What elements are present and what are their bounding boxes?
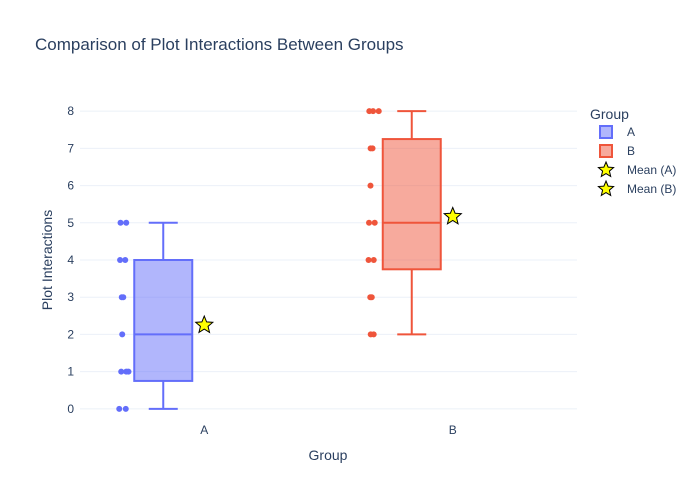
y-tick-label: 3 xyxy=(67,290,74,304)
legend-swatch xyxy=(599,125,613,139)
y-tick-label: 6 xyxy=(67,179,74,193)
y-tick-label: 2 xyxy=(67,327,74,341)
legend-item-B[interactable]: B xyxy=(599,144,635,158)
data-point xyxy=(117,219,124,226)
chart-title: Comparison of Plot Interactions Between … xyxy=(35,35,404,54)
data-point xyxy=(117,257,124,263)
data-point xyxy=(367,182,374,189)
box-series-A xyxy=(116,219,194,412)
data-point xyxy=(120,294,127,301)
y-axis-title: Plot Interactions xyxy=(39,210,55,310)
y-tick-label: 7 xyxy=(67,141,74,155)
data-point xyxy=(369,145,376,152)
data-point xyxy=(365,257,372,263)
mean-marker-star xyxy=(442,206,463,225)
mean-markers xyxy=(194,206,463,334)
data-point xyxy=(368,294,375,301)
legend-star-icon xyxy=(597,160,615,178)
y-tick-label: 5 xyxy=(67,216,74,230)
data-point xyxy=(370,331,377,338)
y-tick-label: 0 xyxy=(67,402,74,416)
y-tick-label: 4 xyxy=(67,253,74,267)
data-point xyxy=(375,108,382,115)
x-tick-label: B xyxy=(449,423,457,437)
legend-title: Group xyxy=(590,106,629,122)
data-point xyxy=(123,219,130,226)
legend-swatch xyxy=(599,144,613,158)
legend-item-mean[interactable]: Mean (B) xyxy=(597,179,676,197)
iqr-box xyxy=(381,138,442,271)
box-series-B xyxy=(365,108,442,338)
data-point xyxy=(122,257,129,263)
legend-label: A xyxy=(627,125,635,139)
legend-label: B xyxy=(627,144,635,158)
y-tick-label: 8 xyxy=(67,104,74,118)
iqr-box xyxy=(133,259,194,382)
data-point xyxy=(125,368,132,375)
legend-star-icon xyxy=(597,179,615,197)
legend-item-mean[interactable]: Mean (A) xyxy=(597,160,676,178)
x-axis-title: Group xyxy=(309,447,348,463)
x-tick-label: A xyxy=(200,423,208,437)
data-point xyxy=(371,219,378,226)
legend: Group AB Mean (A) Mean (B) xyxy=(590,106,676,197)
y-tick-label: 1 xyxy=(67,365,74,379)
data-point xyxy=(370,257,377,263)
data-point xyxy=(118,368,125,375)
legend-item-A[interactable]: A xyxy=(599,125,635,139)
data-point xyxy=(119,331,126,338)
y-axis-ticks: 0 1 2 3 4 5 6 7 8 xyxy=(67,104,74,416)
data-point xyxy=(122,405,129,412)
mean-marker-star xyxy=(194,314,215,334)
legend-label: Mean (B) xyxy=(627,182,676,196)
box-series xyxy=(116,108,442,412)
data-point xyxy=(116,405,123,412)
legend-label: Mean (A) xyxy=(627,163,676,177)
data-point xyxy=(366,219,373,226)
data-point xyxy=(370,108,377,115)
